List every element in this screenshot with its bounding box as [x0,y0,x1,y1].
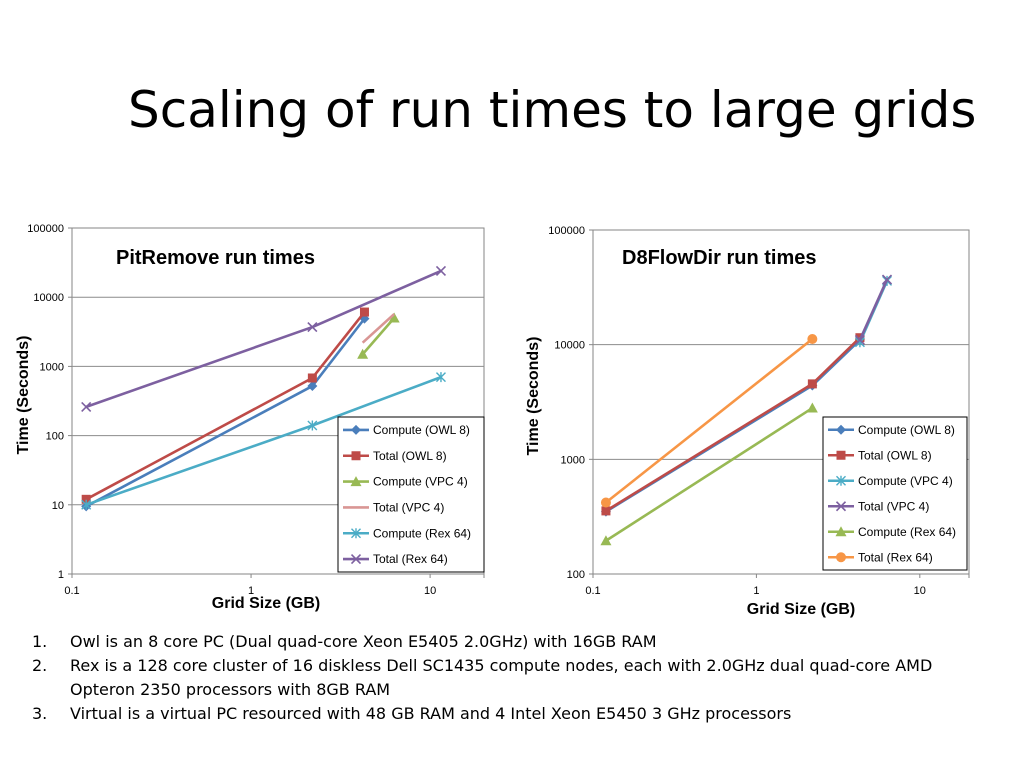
legend-label: Compute (OWL 8) [858,423,955,437]
slide-title: Scaling of run times to large grids [128,81,977,139]
data-point [807,379,817,389]
data-point [307,381,318,392]
data-point [81,499,92,510]
series-line [858,278,889,341]
data-point [600,497,611,508]
data-point [881,274,893,285]
data-point [435,265,447,276]
y-tick-label: 10000 [554,340,585,352]
legend-box [822,416,968,571]
footnote-text: Virtual is a virtual PC resourced with 4… [70,704,792,723]
d8flowdir-chart-group: 100 1000 10000 100000 0.1 1 10 Grid Size (GB) Ti… [525,225,970,618]
data-point [81,401,92,412]
legend-marker [351,528,361,539]
footnote-number: 3. [32,704,48,723]
x-tick-label: 1 [753,585,759,597]
y-tick-label: 100 [46,431,64,443]
series-4 [600,402,818,546]
data-point [601,506,611,516]
legend-label: Compute (OWL 8) [373,423,470,437]
data-point [81,494,91,504]
legend-marker [836,475,846,486]
footnote: 2. Rex is a 128 core cluster of 16 diskl… [32,654,992,702]
data-point [388,312,400,323]
series-0 [81,313,370,512]
series-3 [854,274,893,345]
legend-marker [350,554,362,565]
x-tick-label: 10 [914,585,926,597]
x-axis-label: Grid Size (GB) [212,595,320,612]
x-tick-label: 0.1 [585,585,600,597]
footnote-text: Owl is an 8 core PC (Dual quad-core Xeon… [70,632,657,651]
y-tick-label: 10 [52,500,64,512]
series-5 [600,334,818,508]
data-point [359,307,369,317]
legend-label: Compute (VPC 4) [373,475,468,489]
footnotes: 1. Owl is an 8 core PC (Dual quad-core X… [32,630,992,726]
chart-title: PitRemove run times [116,247,315,269]
footnote: 3. Virtual is a virtual PC resourced wit… [32,702,992,726]
legend-marker [836,450,846,460]
data-point [854,334,865,345]
series-4 [81,372,446,510]
legend-marker [836,552,846,563]
data-point [806,402,818,413]
x-tick-label: 0.1 [64,585,79,597]
y-axis-label: Time (Seconds) [15,336,32,455]
series-line [361,313,396,344]
data-point [357,348,369,359]
legend-label: Total (OWL 8) [373,449,447,463]
legend-marker [836,424,846,435]
y-axis-label: Time (Seconds) [525,337,542,456]
legend-label: Total (Rex 64) [373,552,448,566]
series-2 [357,312,400,359]
data-point [307,420,318,431]
y-tick-label: 1000 [561,454,585,466]
data-point [307,373,317,383]
legend-box [337,416,485,573]
series-3 [361,313,396,344]
legend-label: Total (VPC 4) [858,499,929,513]
y-tick-label: 100000 [27,223,64,235]
legend: Compute (OWL 8) Total (OWL 8) Compute (VPC… [822,416,968,571]
legend-label: Compute (Rex 64) [858,525,956,539]
legend: Compute (OWL 8) Total (OWL 8) Compute (VPC… [337,416,485,573]
series-1 [81,307,369,504]
legend-marker [350,476,362,487]
data-point [435,372,446,383]
legend-marker [351,451,361,461]
legend-label: Compute (Rex 64) [373,526,471,540]
legend-marker [835,501,847,512]
legend-label: Total (OWL 8) [858,448,932,462]
y-tick-label: 1000 [40,361,64,373]
series-line [605,338,814,504]
legend-marker [835,526,847,537]
x-tick-label: 10 [424,585,436,597]
footnote-number: 2. [32,656,48,675]
series-5 [81,265,447,412]
y-tick-label: 100 [567,569,585,581]
y-tick-label: 10000 [33,292,64,304]
x-tick-label: 1 [248,585,254,597]
chart-title: D8FlowDir run times [622,247,816,269]
y-tick-label: 1 [58,569,64,581]
x-axis-label: Grid Size (GB) [747,601,855,618]
legend-label: Total (Rex 64) [858,550,933,564]
data-point [807,334,818,345]
legend-label: Total (VPC 4) [373,500,444,514]
footnote: 1. Owl is an 8 core PC (Dual quad-core X… [32,630,992,654]
series-line [605,406,814,542]
series-line [361,317,396,356]
data-point [307,322,318,333]
data-point [600,535,612,546]
footnote-number: 1. [32,632,48,651]
y-tick-label: 100000 [548,225,585,237]
legend-label: Compute (VPC 4) [858,474,953,488]
footnote-text: Rex is a 128 core cluster of 16 diskless… [70,656,933,699]
legend-marker [351,424,361,435]
